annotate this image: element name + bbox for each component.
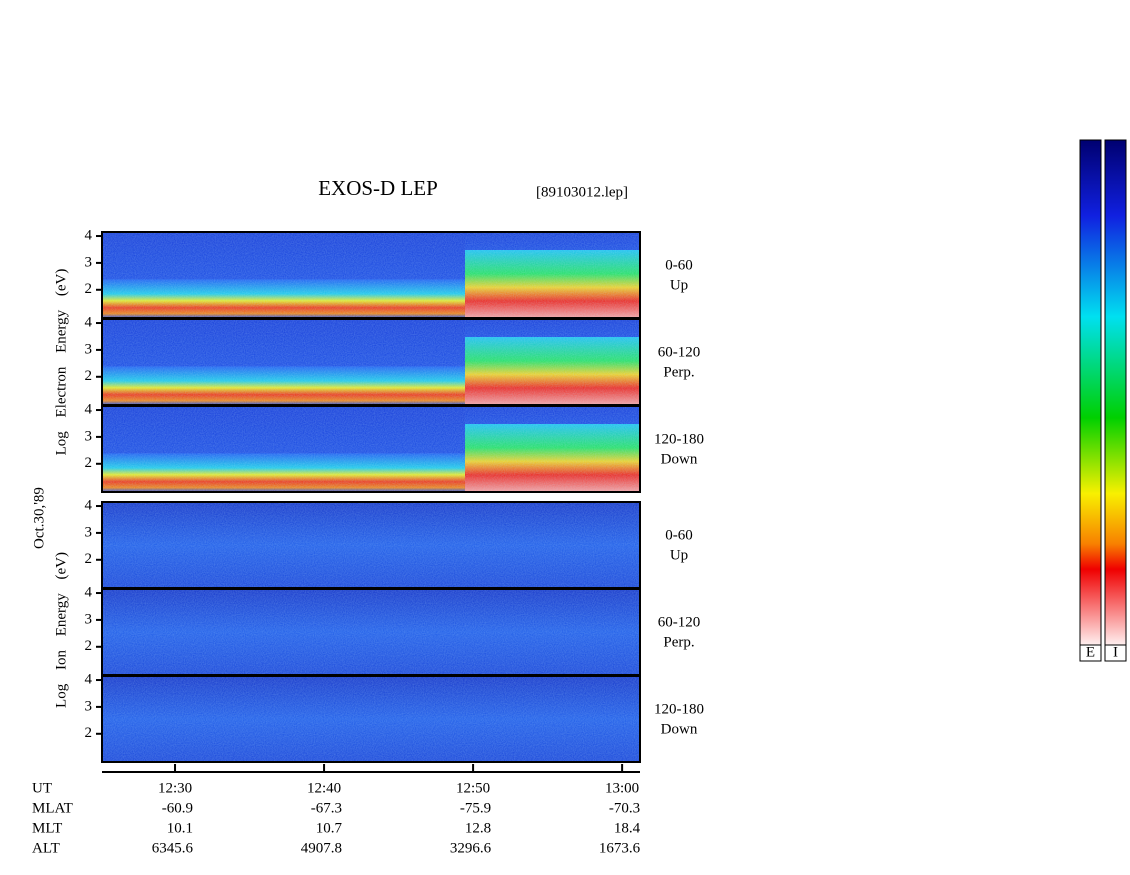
panel-frame [101, 675, 641, 763]
colorbar-label-box [1079, 644, 1102, 662]
ephemeris-value: -60.9 [162, 800, 193, 816]
x-tick-label: 13:00 [605, 780, 639, 796]
panel-label: 60-120 [658, 344, 701, 360]
chart-title: EXOS-D LEP [318, 176, 438, 200]
y-tick-label: 4 [85, 497, 93, 513]
ephemeris-value: 1673.6 [599, 840, 641, 856]
colorbar-label-box [1104, 644, 1127, 662]
panel-label: Down [661, 721, 698, 737]
ephemeris-value: 10.7 [316, 820, 343, 836]
x-tick-label: 12:40 [307, 780, 341, 796]
ephemeris-label: MLAT [32, 800, 73, 816]
spectrogram-noise [102, 232, 640, 318]
x-axis-label: UT [32, 780, 52, 796]
ephemeris-label: ALT [32, 840, 60, 856]
panel-frame [101, 405, 641, 493]
ephemeris-value: -70.3 [609, 800, 640, 816]
file-label: [89103012.lep] [536, 184, 628, 200]
ephemeris-value: 4907.8 [301, 840, 342, 856]
y-tick-label: 2 [85, 281, 93, 297]
spectrogram-noise [102, 319, 640, 405]
spectrogram-noise [102, 589, 640, 675]
ephemeris-value: 18.4 [614, 820, 641, 836]
panel-label: 0-60 [665, 257, 693, 273]
colorbar [1104, 139, 1127, 646]
y-tick-label: 3 [85, 611, 93, 627]
panel-label: Down [661, 451, 698, 467]
panel-label: 120-180 [654, 431, 704, 447]
y-tick-label: 2 [85, 638, 93, 654]
x-tick-label: 12:50 [456, 780, 490, 796]
x-tick-label: 12:30 [158, 780, 192, 796]
date-label: Oct.30,'89 [31, 487, 47, 549]
panel-label: 0-60 [665, 527, 693, 543]
panel-label: 60-120 [658, 614, 701, 630]
y-tick-label: 4 [85, 227, 93, 243]
panel-label: Perp. [663, 634, 694, 650]
y-tick-label: 3 [85, 254, 93, 270]
y-axis-label: Log Ion Energy (eV) [53, 552, 69, 708]
colorbar [1079, 139, 1102, 646]
y-tick-label: 2 [85, 368, 93, 384]
spectrogram-noise [102, 676, 640, 762]
y-tick-label: 3 [85, 524, 93, 540]
y-tick-label: 3 [85, 341, 93, 357]
y-tick-label: 4 [85, 314, 93, 330]
y-tick-label: 3 [85, 428, 93, 444]
spectrogram-noise [102, 502, 640, 588]
y-tick-label: 3 [85, 698, 93, 714]
ephemeris-value: 3296.6 [450, 840, 492, 856]
panel-label: 120-180 [654, 701, 704, 717]
ephemeris-value: -67.3 [311, 800, 342, 816]
y-tick-label: 4 [85, 671, 93, 687]
panel-label: Up [670, 547, 688, 563]
ephemeris-value: 6345.6 [152, 840, 194, 856]
panel-label: Perp. [663, 364, 694, 380]
colorbar-label: E [1086, 644, 1095, 660]
colorbar-label: I [1113, 644, 1118, 660]
spectrogram-noise [102, 406, 640, 492]
ephemeris-label: MLT [32, 820, 62, 836]
y-tick-label: 2 [85, 725, 93, 741]
y-tick-label: 4 [85, 584, 93, 600]
panel-label: Up [670, 277, 688, 293]
y-tick-label: 2 [85, 551, 93, 567]
ephemeris-value: -75.9 [460, 800, 491, 816]
ephemeris-value: 12.8 [465, 820, 491, 836]
y-axis-label: Log Electron Energy (eV) [53, 269, 69, 456]
y-tick-label: 2 [85, 455, 93, 471]
y-tick-label: 4 [85, 401, 93, 417]
ephemeris-value: 10.1 [167, 820, 193, 836]
